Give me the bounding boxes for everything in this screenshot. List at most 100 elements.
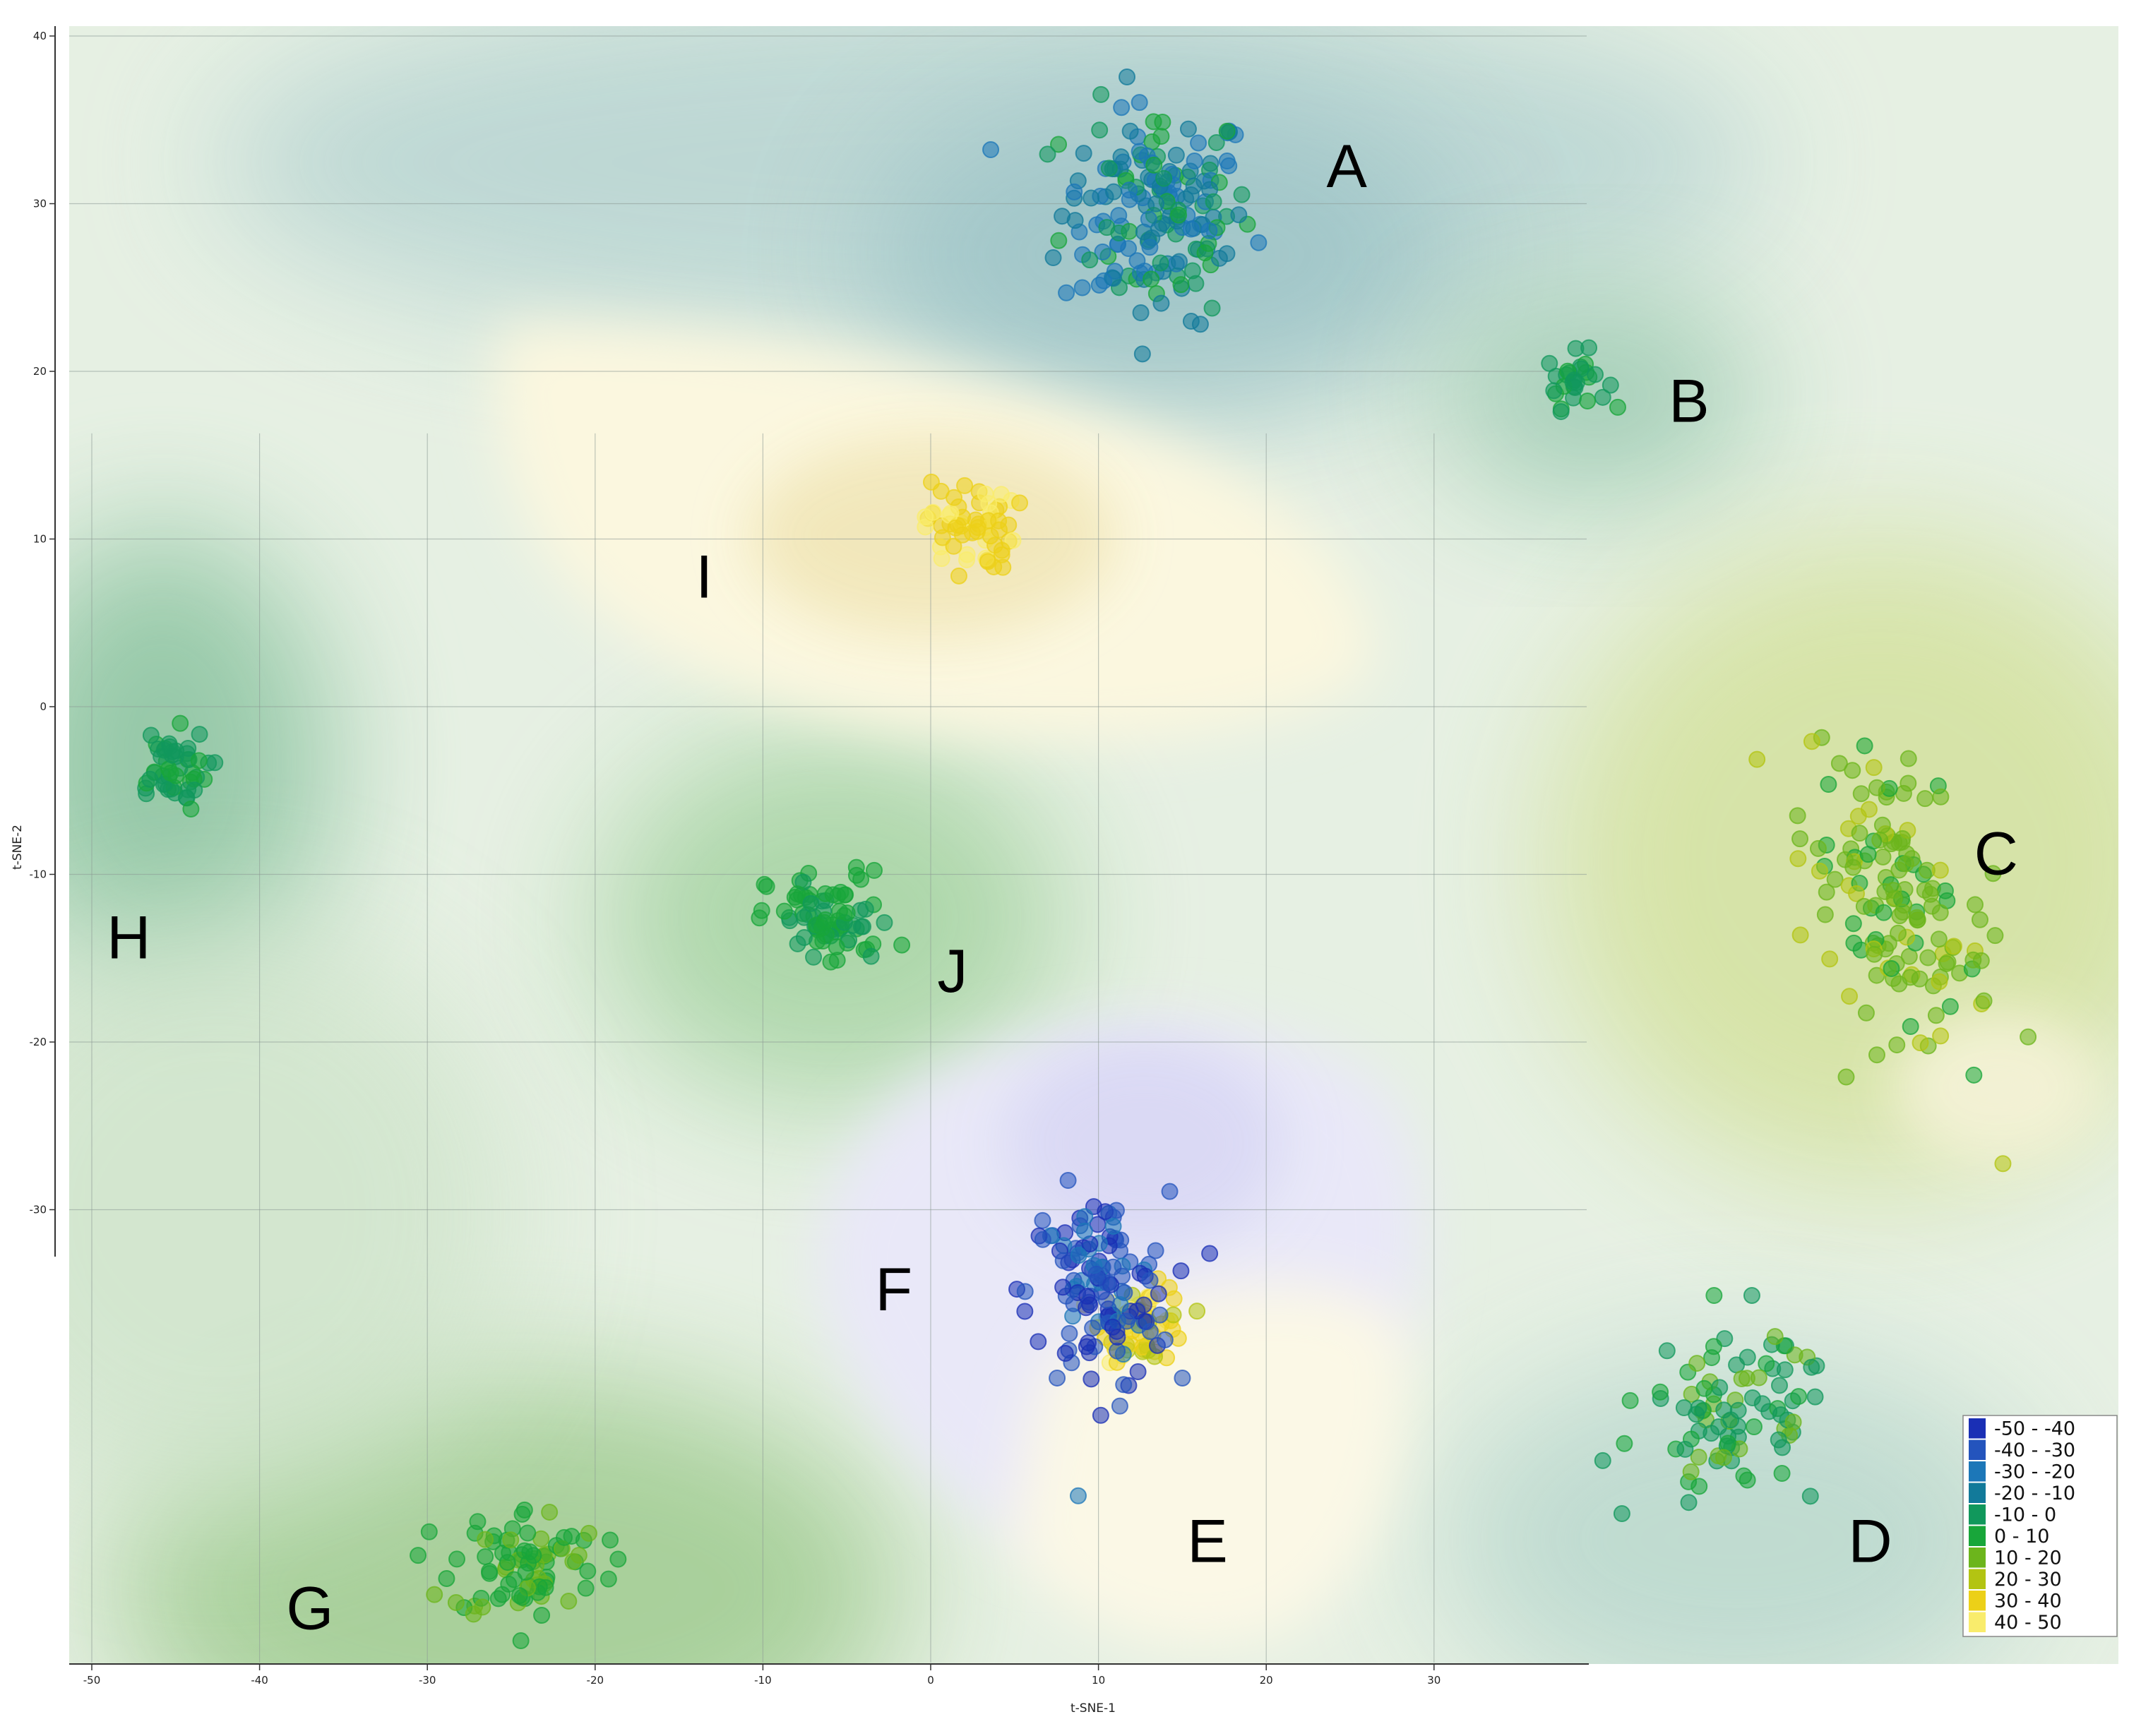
data-point-g [481, 1564, 499, 1582]
data-point-f [1049, 1369, 1066, 1387]
data-point-f [1016, 1283, 1034, 1300]
data-point-g [447, 1593, 465, 1611]
data-point-d [1739, 1471, 1756, 1489]
data-point-c [1972, 952, 1990, 969]
data-point-j [852, 870, 870, 888]
grid-lines [69, 35, 1587, 1663]
x-tick-label: -50 [83, 1674, 101, 1687]
data-point-d [1745, 1418, 1763, 1436]
data-point-c [2020, 1028, 2037, 1046]
data-point-c [1945, 938, 1962, 955]
data-point-c [1941, 998, 1959, 1015]
data-point-f [1147, 1242, 1164, 1259]
data-point-f [1016, 1303, 1034, 1320]
cluster-label-e: E [1187, 1507, 1227, 1575]
cluster-label-h: H [107, 904, 150, 971]
data-point-g [602, 1531, 619, 1549]
data-point-j [789, 935, 806, 952]
x-tick-label: -10 [754, 1674, 772, 1687]
cluster-label-g: G [286, 1574, 333, 1642]
data-point-a [1233, 186, 1251, 203]
axes: -50 -40 -30 -20 -10 0 10 20 30 40 30 20 10 0 -10 -20 -30 [30, 26, 1589, 1687]
data-point-c [1820, 776, 1837, 794]
data-point-i [946, 489, 963, 506]
data-point-c [1865, 759, 1883, 777]
data-point-j [828, 938, 845, 956]
data-point-f [1201, 1245, 1219, 1262]
data-point-f [1118, 1312, 1135, 1330]
data-point-h [206, 754, 224, 772]
y-tick-label: 40 [33, 30, 47, 42]
data-point-c [1971, 911, 1988, 928]
data-point-j [852, 918, 870, 935]
data-point-i [980, 495, 998, 513]
data-point-a [1120, 240, 1138, 258]
cluster-label-j: J [937, 938, 967, 1005]
data-point-g [555, 1528, 573, 1546]
cluster-labels: A B C D E F G H I J [107, 133, 2018, 1643]
data-point-a [1121, 191, 1138, 208]
x-tick-label: 0 [927, 1674, 934, 1687]
data-point-c [1844, 762, 1861, 779]
data-point-d [1803, 1358, 1820, 1376]
data-point-c [1818, 883, 1835, 901]
y-tick-label: 30 [33, 198, 47, 210]
data-point-b [1552, 403, 1570, 421]
data-point-g [564, 1552, 582, 1570]
data-point-g [502, 1531, 520, 1549]
data-point-a [1141, 239, 1159, 256]
y-axis-title: t-SNE-2 [11, 825, 25, 870]
data-point-c [1845, 934, 1863, 952]
data-point-i [934, 529, 951, 546]
data-point-b [1545, 382, 1563, 400]
data-point-g [499, 1554, 516, 1572]
data-point-g [517, 1564, 535, 1581]
data-point-c [1890, 975, 1908, 993]
data-point-c [1931, 973, 1948, 990]
data-point-d [1715, 1401, 1733, 1419]
data-point-c [1859, 846, 1877, 863]
legend-swatch [1969, 1612, 1986, 1632]
data-point-g [511, 1587, 528, 1605]
data-point-a [1058, 284, 1075, 301]
data-point-j [838, 904, 856, 922]
data-point-a [1113, 99, 1131, 116]
data-point-d [1790, 1388, 1808, 1406]
data-point-f [1141, 1271, 1159, 1289]
data-point-a [1150, 220, 1168, 237]
data-point-d [1773, 1465, 1791, 1483]
data-point-c [1821, 950, 1839, 968]
data-point-c [1975, 992, 1993, 1010]
data-point-h [142, 726, 160, 744]
data-point-a [1186, 152, 1203, 170]
data-point-j [824, 886, 842, 904]
y-tick-label: -20 [30, 1036, 47, 1048]
data-point-d [1758, 1355, 1775, 1372]
legend-swatch [1969, 1418, 1986, 1439]
data-point-f [1111, 1397, 1128, 1415]
data-point-f [1097, 1291, 1115, 1309]
data-point-d [1776, 1361, 1794, 1379]
data-point-c [1874, 848, 1892, 866]
data-point-c [1844, 858, 1862, 876]
data-point-a [1152, 254, 1169, 272]
cluster-label-d: D [1849, 1507, 1892, 1575]
legend-box [1962, 1415, 2118, 1637]
data-point-f [1056, 1344, 1074, 1362]
data-point-c [1816, 906, 1834, 923]
data-point-a [1250, 234, 1268, 251]
data-point-c [1837, 1068, 1855, 1086]
data-point-c [1936, 882, 1954, 899]
cluster-label-c: C [1974, 820, 2018, 888]
data-point-b [1579, 393, 1597, 410]
data-point-i [979, 512, 997, 529]
legend-swatch [1969, 1526, 1986, 1546]
data-point-a [1050, 232, 1068, 249]
data-point-a [1143, 270, 1160, 288]
data-point-a [1073, 279, 1091, 297]
x-axis-title: t-SNE-1 [1071, 1701, 1116, 1716]
legend-entry-label: 40 - 50 [1994, 1612, 2062, 1634]
legend-entry-label: 30 - 40 [1994, 1591, 2062, 1612]
data-point-a [1132, 304, 1150, 322]
data-point-a [1210, 249, 1228, 267]
